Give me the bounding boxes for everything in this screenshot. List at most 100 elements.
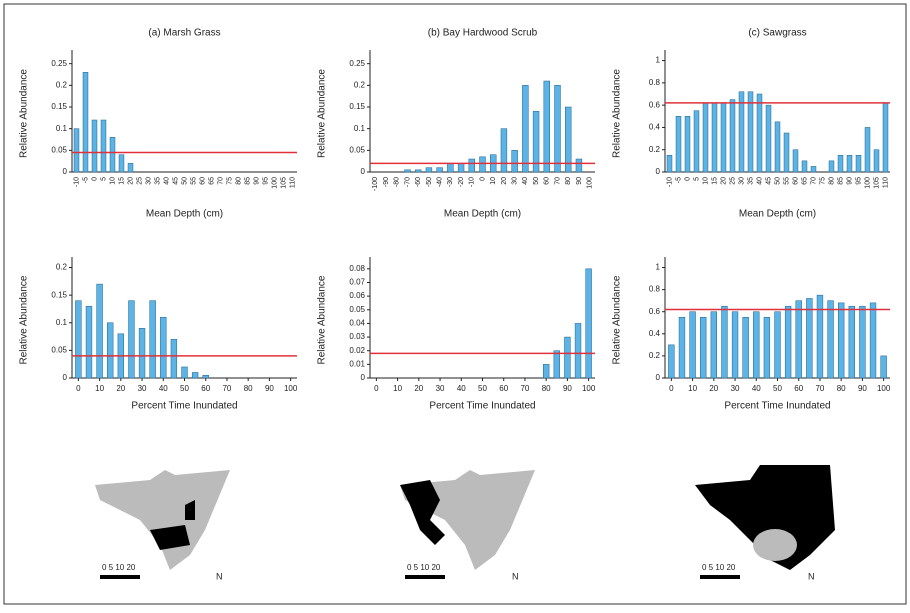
- x-tick-label: 65: [208, 177, 215, 185]
- y-tick-label: 0: [361, 373, 366, 382]
- bar: [763, 316, 771, 379]
- bar: [127, 163, 134, 173]
- y-tick-label: 0: [361, 167, 366, 176]
- bar: [532, 111, 540, 173]
- x-tick-label: -30: [447, 177, 454, 187]
- x-tick-label: 85: [837, 177, 844, 185]
- bar: [765, 104, 772, 173]
- bar: [202, 374, 209, 379]
- x-tick-label: 80: [244, 384, 253, 393]
- y-tick-label: 0.2: [354, 80, 366, 89]
- bar: [668, 344, 675, 379]
- x-tick-label: 55: [783, 177, 790, 185]
- x-tick-label: 10: [702, 177, 709, 185]
- x-tick-label: 40: [159, 384, 168, 393]
- bar: [170, 339, 178, 379]
- x-tick-label: -5: [82, 177, 89, 183]
- bar: [575, 158, 583, 173]
- y-tick-label: 0.05: [51, 145, 67, 154]
- scale-label: 0 5 10 20: [407, 563, 441, 572]
- bar: [784, 305, 792, 379]
- map-highlight: [400, 480, 445, 545]
- y-tick-label: 0.8: [649, 285, 661, 294]
- y-tick-label: 1: [656, 263, 661, 272]
- bar: [447, 163, 454, 173]
- x-tick-label: 40: [163, 177, 170, 185]
- x-tick-label: -60: [415, 177, 422, 187]
- bar: [700, 316, 707, 379]
- bar: [415, 169, 422, 173]
- bar: [731, 311, 739, 379]
- x-tick-label: 70: [554, 177, 561, 185]
- x-tick-label: 60: [201, 384, 210, 393]
- y-tick-label: 0.1: [56, 318, 68, 327]
- x-tick-label: 50: [533, 177, 540, 185]
- x-tick-label: 65: [801, 177, 808, 185]
- x-tick-label: 0: [91, 177, 98, 181]
- bar: [774, 311, 781, 379]
- y-tick-label: 0.05: [51, 345, 67, 354]
- x-tick-label: 25: [729, 177, 736, 185]
- scale-bar: [405, 575, 445, 579]
- map-c: 0 5 10 20 N: [695, 465, 835, 581]
- x-tick-label: 0: [374, 384, 379, 393]
- y-tick-label: 0.2: [56, 263, 68, 272]
- x-tick-label: 90: [576, 177, 583, 185]
- bar: [747, 91, 754, 173]
- y-tick-label: 0.04: [349, 319, 365, 328]
- x-tick-label: 80: [542, 384, 551, 393]
- bar: [75, 300, 82, 379]
- y-tick-label: 0.2: [649, 351, 661, 360]
- bar: [873, 149, 880, 173]
- bar: [73, 128, 80, 173]
- y-tick-label: 0: [63, 373, 68, 382]
- x-tick-label: -100: [372, 177, 379, 191]
- x-tick-label: 20: [501, 177, 508, 185]
- x-tick-label: 40: [457, 384, 466, 393]
- x-tick-label: 60: [499, 384, 508, 393]
- north-label: N: [216, 571, 223, 581]
- bar: [801, 160, 808, 173]
- bar: [678, 316, 686, 379]
- x-tick-label: 75: [226, 177, 233, 185]
- scale-bar: [700, 575, 740, 579]
- y-tick-label: 0.05: [349, 145, 365, 154]
- bar: [864, 127, 871, 173]
- chart-title: (b) Bay Hardwood Scrub: [428, 28, 538, 39]
- x-axis-label: Mean Depth (cm): [146, 209, 223, 220]
- x-tick-label: -5: [675, 177, 682, 183]
- x-tick-label: 110: [289, 177, 296, 188]
- x-tick-label: 25: [136, 177, 143, 185]
- x-tick-label: 100: [864, 177, 871, 189]
- bar: [425, 167, 433, 173]
- bar: [710, 311, 717, 379]
- bar: [574, 323, 582, 379]
- x-tick-label: -50: [426, 177, 433, 187]
- bar: [816, 294, 824, 379]
- x-tick-label: 95: [262, 177, 269, 185]
- bar: [553, 350, 560, 379]
- y-axis-label: Relative Abundance: [612, 69, 623, 158]
- bar: [795, 300, 802, 379]
- map-a: 0 5 10 20 N: [95, 470, 230, 581]
- x-tick-label: -70: [404, 177, 411, 187]
- x-tick-label: -10: [73, 177, 80, 187]
- y-tick-label: 0.15: [349, 102, 365, 111]
- bar: [436, 167, 443, 173]
- y-axis-label: Relative Abundance: [19, 69, 30, 158]
- north-label: N: [512, 571, 519, 581]
- x-tick-label: 105: [873, 177, 880, 189]
- x-tick-label: 15: [711, 177, 718, 185]
- bar: [666, 155, 673, 173]
- bar: [828, 160, 835, 173]
- y-axis-label: Relative Abundance: [317, 275, 328, 364]
- bar: [468, 158, 475, 173]
- bar: [149, 300, 156, 379]
- y-tick-label: 0.6: [649, 307, 661, 316]
- bar: [689, 311, 696, 379]
- bar: [181, 366, 188, 379]
- bar: [500, 128, 508, 173]
- bar: [756, 93, 763, 173]
- x-tick-label: 90: [858, 384, 867, 393]
- x-tick-label: 60: [544, 177, 551, 185]
